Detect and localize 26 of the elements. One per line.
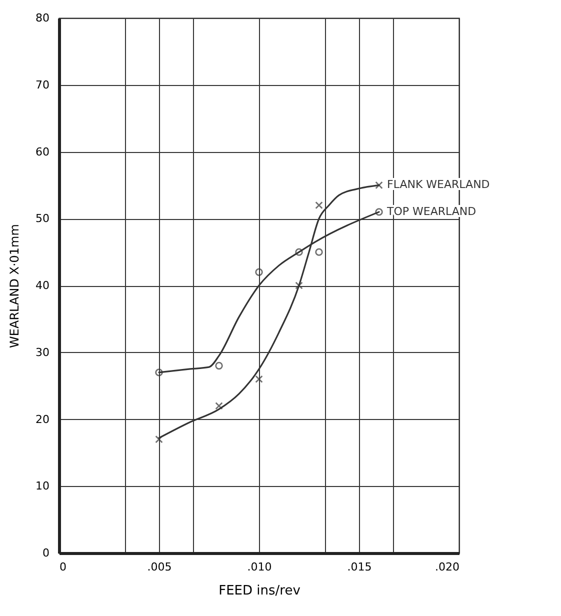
x-axis-title: FEED ins/rev: [218, 584, 301, 598]
y-tick-label: 50: [36, 212, 50, 226]
y-tick-label: 40: [36, 279, 50, 292]
point: [315, 201, 323, 210]
y-tick-label: 70: [36, 78, 50, 92]
point: [215, 402, 223, 410]
y-tick-label: 60: [36, 145, 50, 158]
point: [255, 375, 263, 383]
y-tick-label: 10: [36, 480, 50, 493]
x-tick-label: 0: [60, 560, 66, 574]
point: [295, 248, 303, 256]
x-tick-label: .015: [347, 560, 372, 574]
y-tick-label: 80: [36, 12, 50, 24]
x-tick-label: .010: [247, 560, 272, 574]
x-tick-label: .005: [147, 560, 172, 574]
y-tick-label: 0: [42, 546, 50, 560]
y-tick-label: 20: [36, 412, 50, 426]
point: [215, 362, 223, 370]
point: [295, 282, 303, 290]
point: [255, 268, 263, 276]
point: [155, 435, 163, 444]
point: [375, 181, 383, 190]
y-tick-label: 30: [36, 346, 50, 359]
point: [315, 248, 323, 256]
x-tick-label: .020: [435, 560, 460, 574]
y-axis-title: WEARLAND X·01mm: [8, 224, 22, 348]
